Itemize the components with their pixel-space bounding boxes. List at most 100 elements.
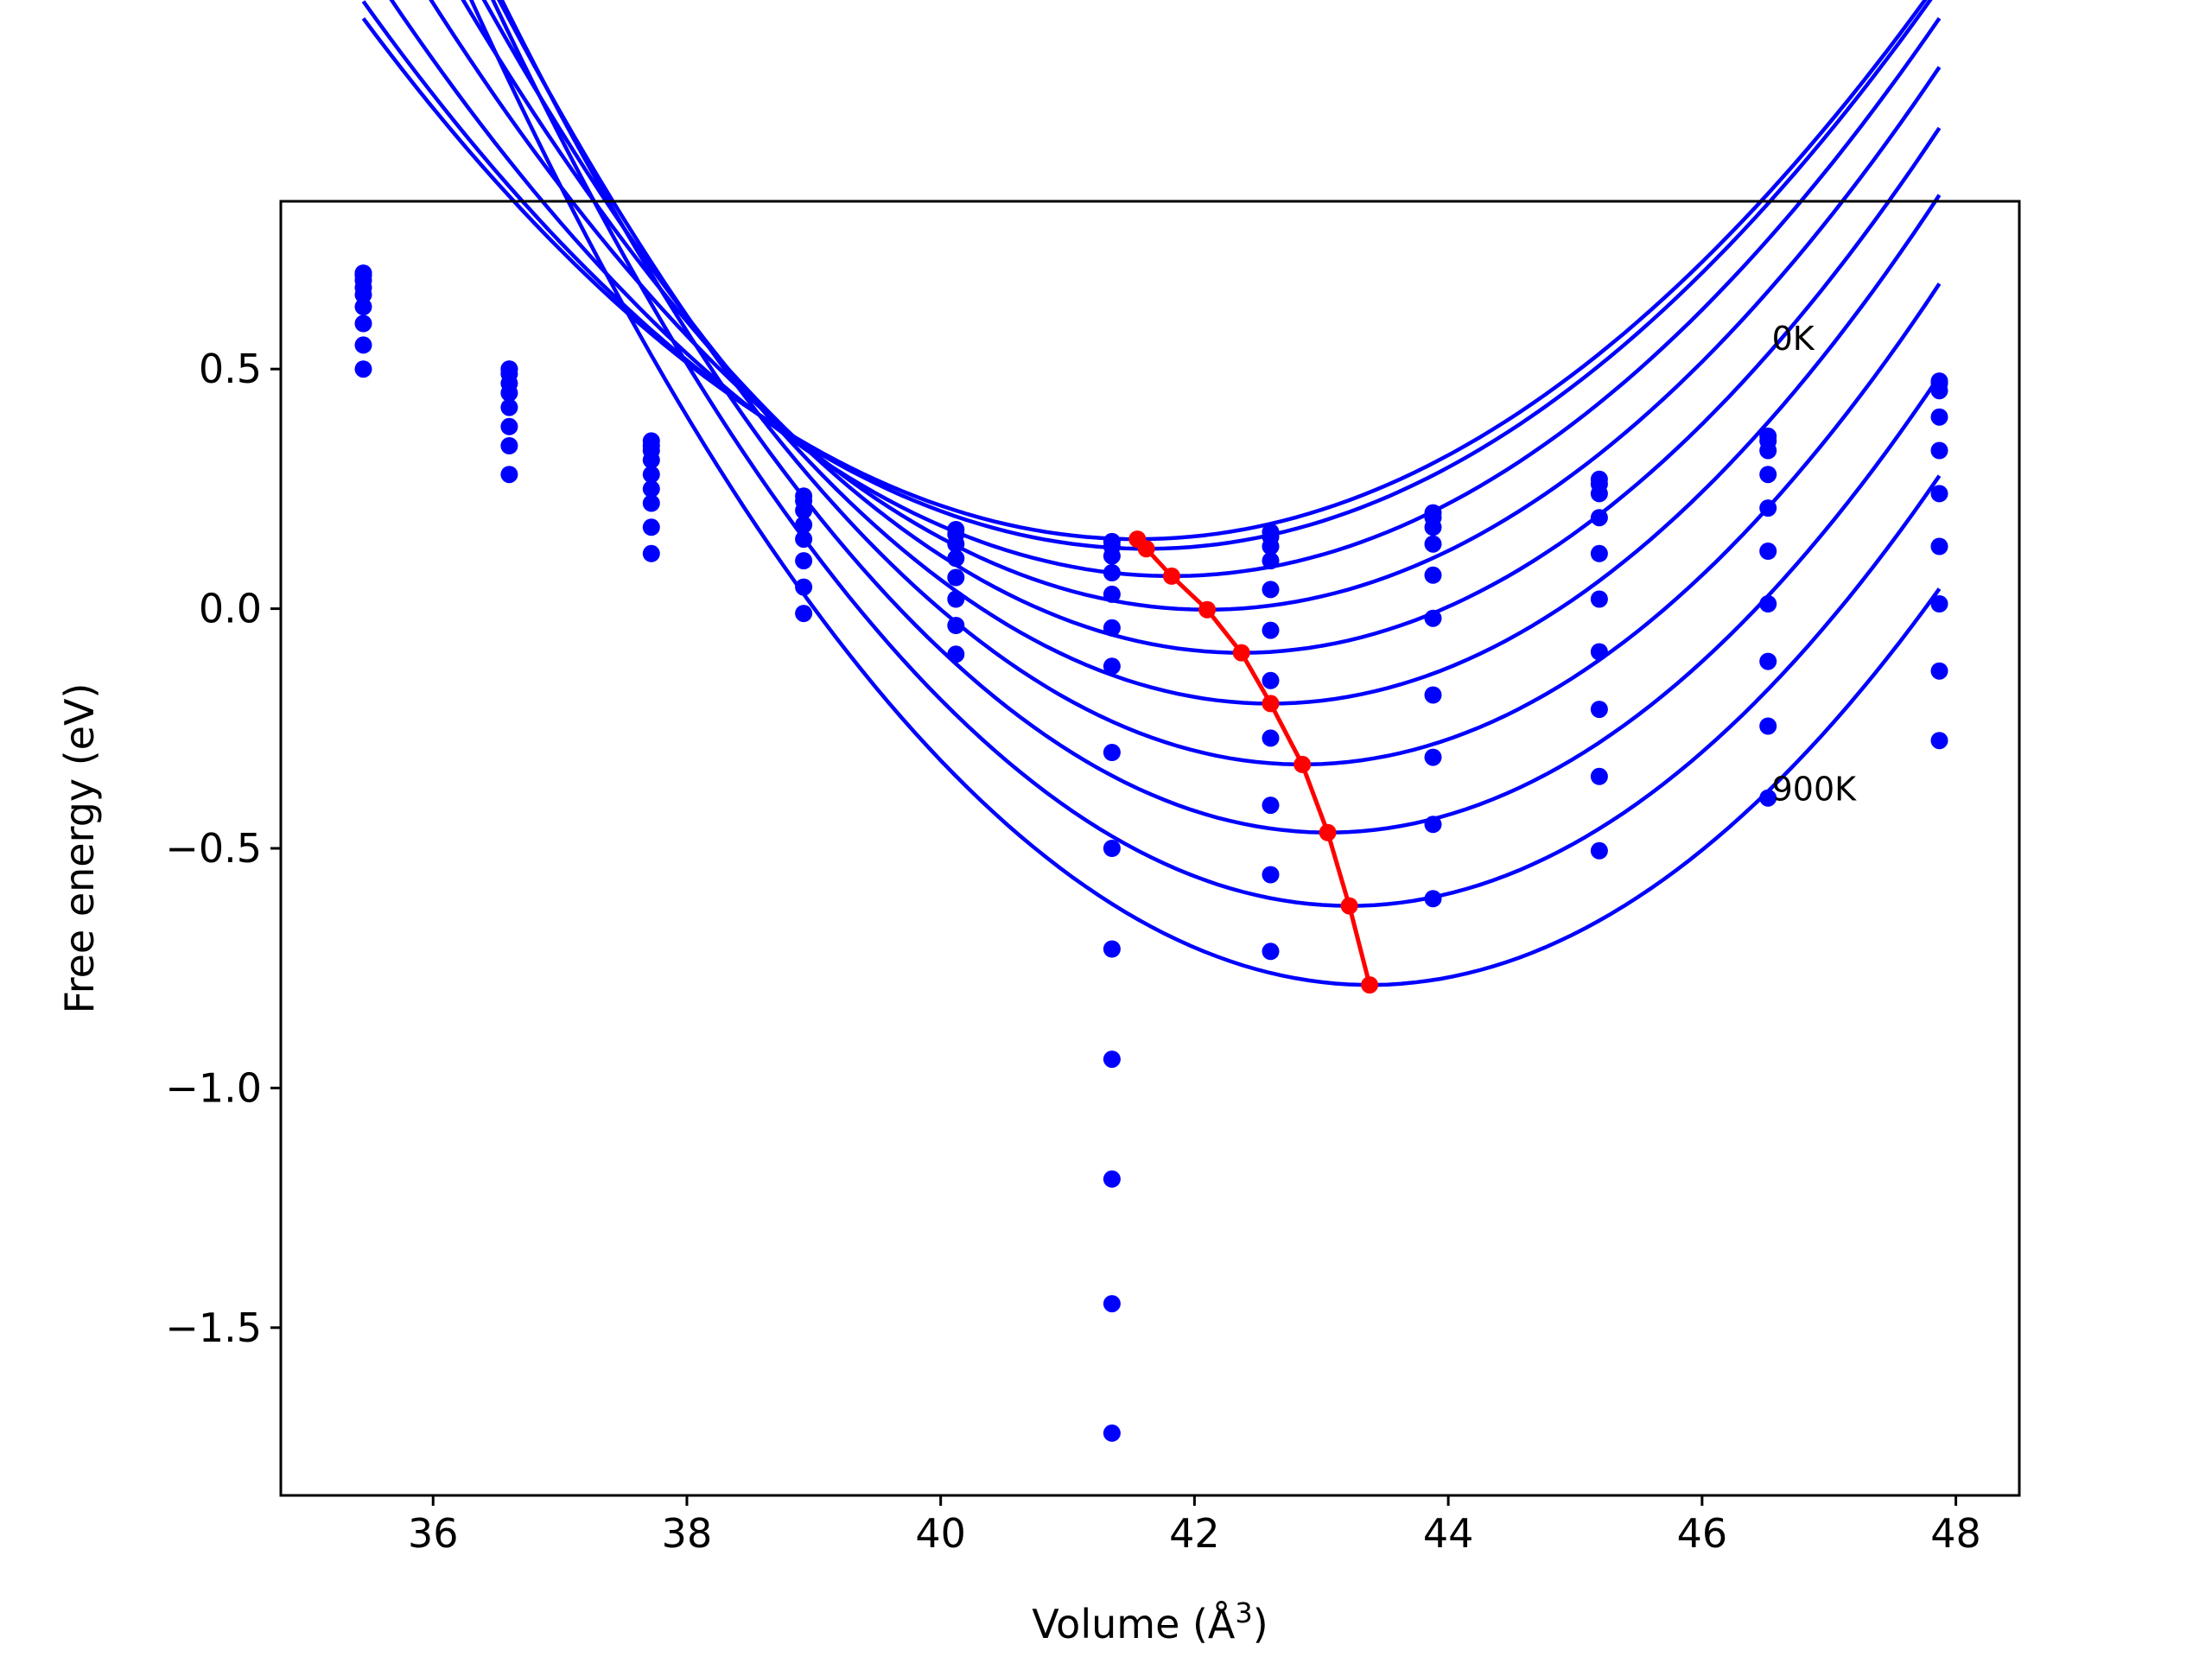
data-point xyxy=(1262,943,1280,961)
data-point xyxy=(500,417,518,435)
data-point xyxy=(1590,509,1608,527)
minimum-point xyxy=(1319,823,1337,841)
minimum-point xyxy=(1294,755,1312,773)
data-point xyxy=(1759,543,1777,560)
data-point xyxy=(795,578,813,596)
data-point xyxy=(354,314,372,333)
data-point xyxy=(1424,566,1442,584)
data-point xyxy=(1930,441,1948,460)
x-tick-label: 46 xyxy=(1677,1510,1728,1557)
data-point xyxy=(1424,609,1442,627)
data-point xyxy=(354,336,372,354)
minima-curve xyxy=(1135,537,1372,986)
data-point xyxy=(1930,662,1948,680)
x-tick-label: 38 xyxy=(662,1510,713,1557)
data-point xyxy=(1759,717,1777,735)
data-point xyxy=(1103,1424,1121,1442)
data-point xyxy=(500,384,518,402)
y-tick-label: 0.5 xyxy=(199,346,262,392)
data-point xyxy=(1590,643,1608,661)
data-point xyxy=(1103,564,1121,581)
data-point xyxy=(947,645,965,663)
data-point xyxy=(795,552,813,570)
data-point xyxy=(795,605,813,623)
data-point xyxy=(642,518,660,536)
data-point xyxy=(947,590,965,608)
y-tick-label: −1.5 xyxy=(165,1304,262,1351)
data-point xyxy=(642,451,660,469)
y-tick-label: −1.0 xyxy=(165,1064,262,1111)
minimum-point xyxy=(1340,897,1358,915)
data-point xyxy=(642,479,660,498)
minimum-point xyxy=(1137,540,1155,558)
minimum-point xyxy=(1163,567,1180,585)
fit-curve-3 xyxy=(429,0,1942,612)
plot-frame xyxy=(279,200,2021,1497)
data-point xyxy=(642,494,660,512)
data-point xyxy=(1103,840,1121,857)
data-point xyxy=(1930,537,1948,555)
data-point xyxy=(1759,441,1777,460)
y-axis-ticks: 0.5 0.0 −0.5 −1.0 −1.5 xyxy=(165,346,281,1351)
data-point xyxy=(1930,732,1948,750)
data-point xyxy=(1103,744,1121,761)
data-point xyxy=(1262,552,1280,570)
data-point xyxy=(1424,686,1442,704)
minima-line xyxy=(1128,530,1379,994)
y-tick-label: 0.0 xyxy=(199,586,262,632)
data-point xyxy=(1262,581,1280,599)
data-point xyxy=(947,617,965,634)
data-point xyxy=(1930,382,1948,400)
x-axis-label: Volume (Å3) xyxy=(1032,1596,1268,1647)
x-tick-label: 40 xyxy=(915,1510,966,1557)
fit-curve-6 xyxy=(497,0,1942,767)
minimum-point xyxy=(1232,644,1250,662)
data-point xyxy=(642,466,660,484)
y-tick-label: −0.5 xyxy=(165,825,262,872)
data-point xyxy=(1590,701,1608,719)
data-points xyxy=(354,264,1948,1442)
fit-curve-8 xyxy=(491,0,1942,908)
x-axis-ticks: 36 38 40 42 44 46 48 xyxy=(408,1495,1981,1557)
data-point xyxy=(1930,408,1948,426)
data-point xyxy=(947,568,965,587)
data-point xyxy=(1103,619,1121,637)
data-point xyxy=(1759,466,1777,484)
data-point xyxy=(500,437,518,454)
data-point xyxy=(1262,537,1280,555)
fit-curves xyxy=(361,0,1942,987)
data-point xyxy=(947,549,965,568)
annotations: 0K 900K xyxy=(1772,320,1858,809)
data-point xyxy=(1759,499,1777,517)
data-point xyxy=(1424,748,1442,766)
data-point xyxy=(1103,585,1121,603)
minimum-point xyxy=(1198,600,1217,619)
data-point xyxy=(1103,940,1121,958)
fit-curve-2 xyxy=(389,0,1942,579)
data-point xyxy=(1424,890,1442,908)
data-point xyxy=(1930,595,1948,613)
data-point xyxy=(1590,485,1608,503)
fit-curve-9 xyxy=(468,0,1942,987)
data-point xyxy=(354,286,372,304)
x-tick-label: 48 xyxy=(1930,1510,1981,1557)
data-point xyxy=(1262,621,1280,639)
data-point xyxy=(795,501,813,519)
minimum-point xyxy=(1361,976,1379,994)
data-point xyxy=(1590,544,1608,562)
data-point xyxy=(1103,1295,1121,1313)
data-point xyxy=(1103,1050,1121,1069)
data-point xyxy=(642,544,660,562)
data-point xyxy=(1759,652,1777,670)
data-point xyxy=(1103,547,1121,565)
data-point xyxy=(1424,816,1442,834)
data-point xyxy=(1262,866,1280,884)
x-tick-label: 36 xyxy=(408,1510,459,1557)
fit-curve-4 xyxy=(461,0,1942,655)
x-tick-label: 44 xyxy=(1423,1510,1474,1557)
fit-curve-1 xyxy=(361,0,1933,551)
y-axis-label: Free energy (eV) xyxy=(56,683,103,1014)
data-point xyxy=(1103,657,1121,676)
